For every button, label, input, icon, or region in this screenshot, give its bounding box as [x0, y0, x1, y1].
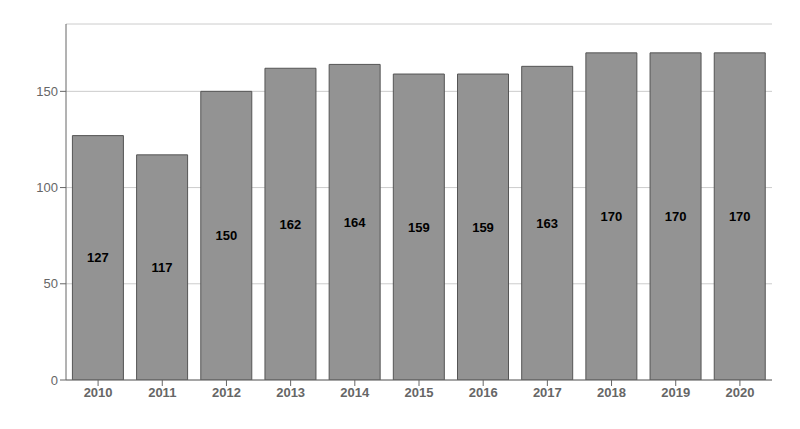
- svg-text:2016: 2016: [469, 385, 498, 400]
- svg-text:170: 170: [729, 209, 751, 224]
- svg-text:117: 117: [152, 260, 173, 275]
- svg-text:170: 170: [665, 209, 687, 224]
- svg-text:164: 164: [344, 215, 366, 230]
- svg-text:100: 100: [36, 180, 58, 195]
- svg-text:2020: 2020: [725, 385, 754, 400]
- svg-text:2018: 2018: [597, 385, 626, 400]
- svg-text:2019: 2019: [661, 385, 690, 400]
- svg-text:150: 150: [36, 84, 58, 99]
- svg-text:2010: 2010: [84, 385, 113, 400]
- svg-text:150: 150: [215, 228, 237, 243]
- svg-text:162: 162: [280, 217, 302, 232]
- svg-text:159: 159: [408, 220, 430, 235]
- svg-text:2012: 2012: [212, 385, 241, 400]
- svg-text:2011: 2011: [148, 385, 176, 400]
- svg-text:2017: 2017: [533, 385, 562, 400]
- svg-text:2014: 2014: [340, 385, 370, 400]
- svg-text:2013: 2013: [276, 385, 305, 400]
- svg-text:0: 0: [51, 373, 58, 388]
- svg-text:50: 50: [44, 276, 58, 291]
- svg-text:163: 163: [536, 216, 558, 231]
- svg-text:159: 159: [472, 220, 494, 235]
- svg-text:2015: 2015: [405, 385, 434, 400]
- svg-text:127: 127: [87, 250, 109, 265]
- svg-text:170: 170: [601, 209, 623, 224]
